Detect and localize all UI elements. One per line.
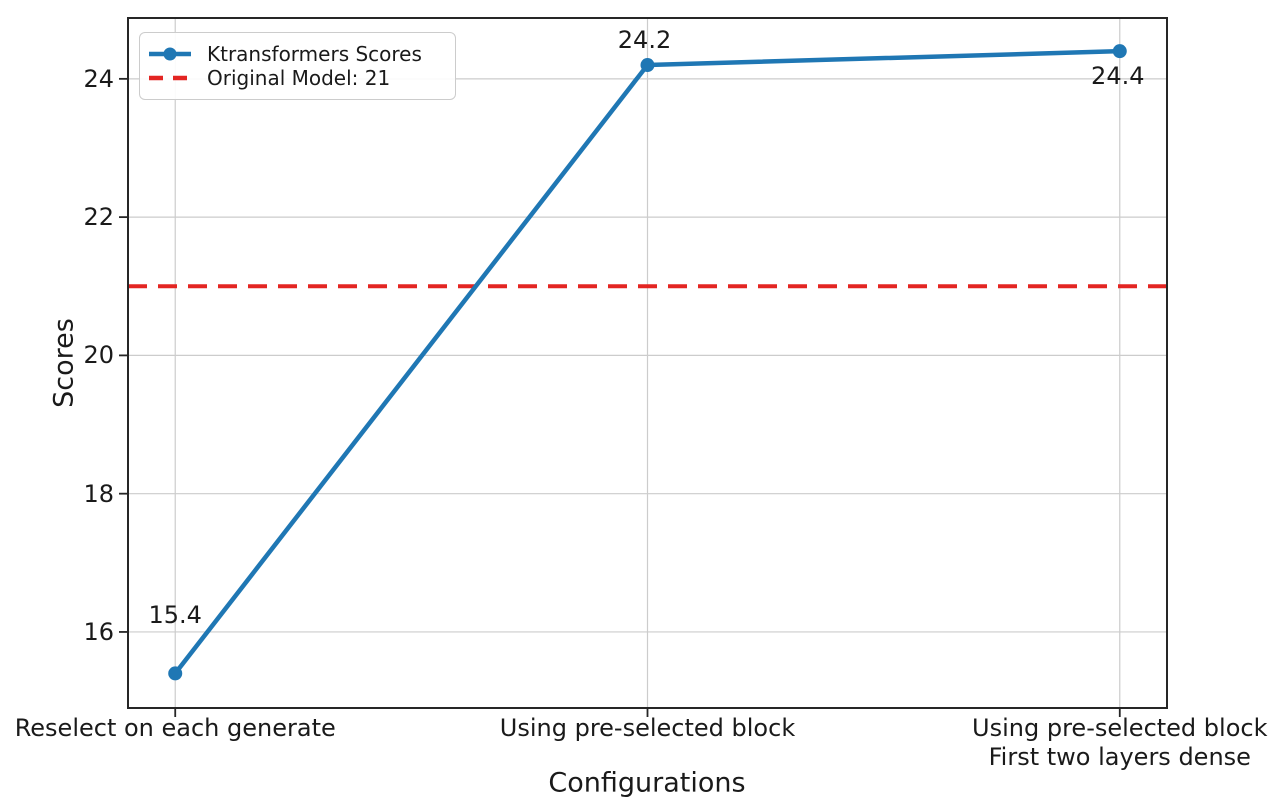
x-tick-label-line: Using pre-selected block — [499, 714, 796, 742]
plot-border — [127, 17, 1168, 709]
data-point-marker — [640, 58, 655, 73]
y-tick-label: 22 — [83, 203, 114, 232]
legend-series-label: Ktransformers Scores — [207, 42, 422, 66]
y-tick-label: 24 — [83, 64, 114, 93]
legend-reference-label: Original Model: 21 — [207, 66, 391, 90]
data-point-marker — [168, 666, 183, 681]
y-axis-title: Scores — [48, 318, 80, 408]
dashed-line-icon — [149, 75, 191, 81]
data-point-value-label: 15.4 — [148, 601, 202, 630]
legend-entry-series: Ktransformers Scores — [147, 42, 441, 66]
x-tick-label: Using pre-selected block — [500, 714, 795, 743]
data-point-value-label: 24.4 — [1091, 62, 1145, 91]
y-tick-label: 16 — [83, 617, 114, 646]
line-marker-icon — [149, 47, 191, 61]
legend: Ktransformers Scores Original Model: 21 — [139, 32, 456, 100]
x-tick-label-line: Using pre-selected block — [972, 714, 1268, 742]
legend-entry-reference: Original Model: 21 — [147, 66, 441, 90]
x-tick-label: Using pre-selected block First two layers… — [972, 714, 1267, 772]
y-tick-label: 18 — [83, 479, 114, 508]
data-point-value-label: 24.2 — [617, 26, 672, 54]
x-tick-label-line: Reselect on each generate — [14, 714, 336, 742]
x-tick-label-line: First two layers dense — [988, 742, 1251, 771]
y-tick-label: 20 — [83, 341, 114, 370]
x-tick-label: Reselect on each generate — [15, 714, 336, 743]
x-axis-title: Configurations — [548, 767, 746, 799]
data-point-marker — [1112, 44, 1127, 59]
